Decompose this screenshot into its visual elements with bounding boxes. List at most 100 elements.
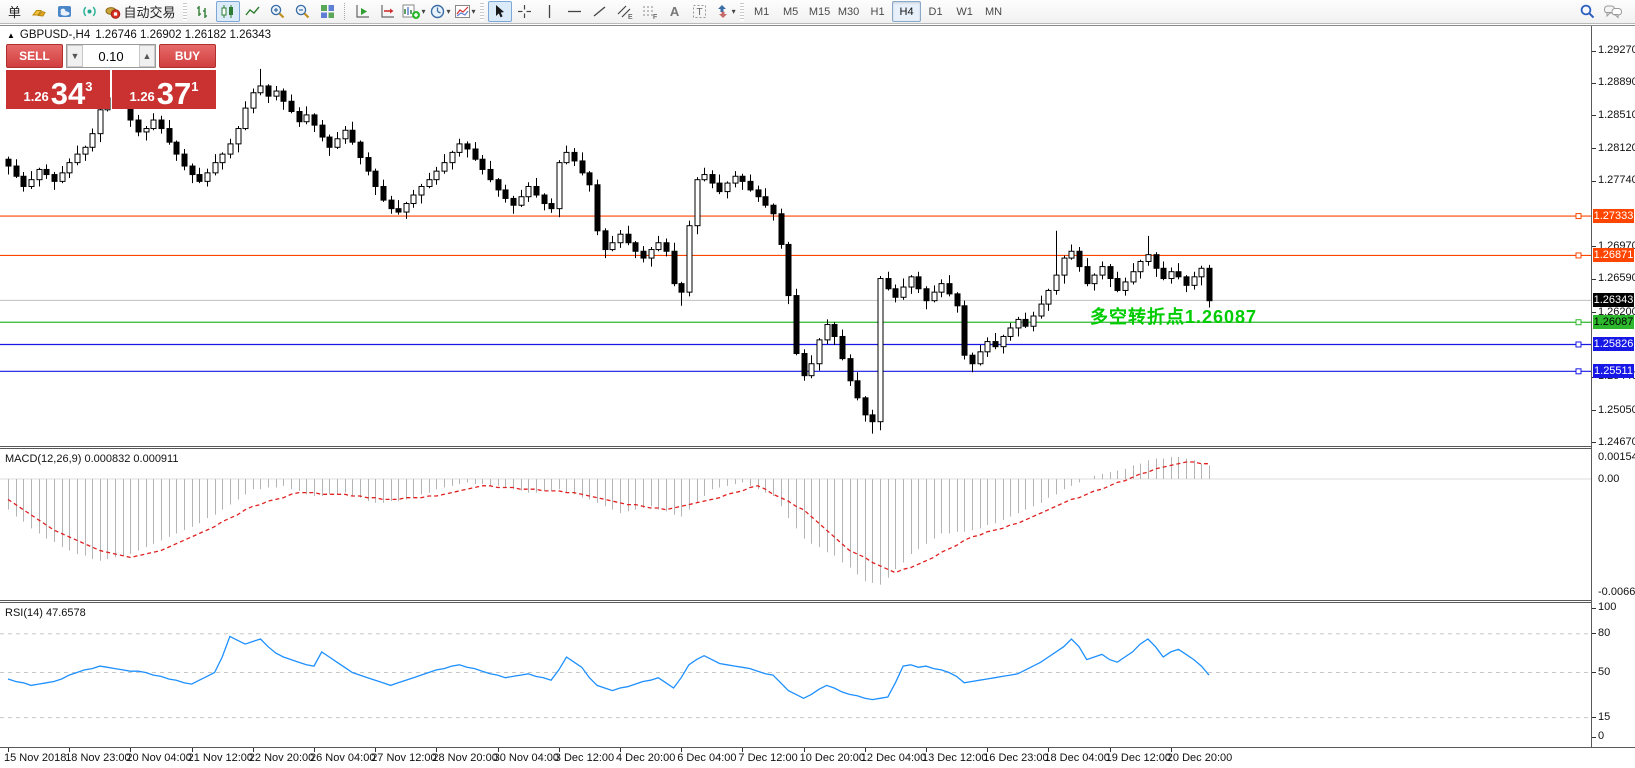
- candle: [640, 250, 647, 259]
- pane-splitter-2[interactable]: [0, 600, 1591, 601]
- candle: [158, 119, 165, 130]
- timeframe-mn[interactable]: MN: [985, 5, 1003, 18]
- new-order-button[interactable]: 单: [3, 1, 27, 22]
- candle: [954, 293, 961, 307]
- volume-input[interactable]: 0.10: [98, 48, 124, 64]
- templates-btn[interactable]: ▾: [453, 1, 477, 22]
- zoom-in-btn[interactable]: [266, 1, 290, 22]
- buy-price-big: 37: [156, 75, 192, 111]
- pane-splitter-1[interactable]: [0, 446, 1591, 447]
- hline-handle-1.25826[interactable]: [1575, 341, 1582, 348]
- hline-handle-1.27333[interactable]: [1575, 213, 1582, 220]
- candle: [204, 172, 211, 182]
- volume-increase-button[interactable]: ▲: [139, 45, 155, 67]
- chat-btn[interactable]: [1601, 1, 1625, 22]
- volume-decrease-button[interactable]: ▼: [67, 45, 83, 67]
- chart-shift-btn[interactable]: [376, 1, 400, 22]
- text-btn[interactable]: A: [663, 1, 687, 22]
- candle: [334, 138, 341, 148]
- timeframe-w1[interactable]: W1: [956, 5, 973, 18]
- hline-handle-1.26871[interactable]: [1575, 252, 1582, 259]
- pane-splitter-2b[interactable]: [0, 602, 1591, 603]
- timeframe-h4[interactable]: H4: [892, 1, 922, 22]
- candle: [189, 165, 196, 176]
- arrows-caret-icon: ▾: [731, 7, 736, 16]
- candle: [1168, 271, 1175, 280]
- new-chart-btn[interactable]: ▾: [401, 1, 427, 22]
- candle: [969, 354, 976, 365]
- tile-windows-icon: [319, 3, 336, 20]
- candle: [923, 288, 930, 302]
- timeframe-m1[interactable]: M1: [753, 5, 770, 18]
- rsi-tick-label: 0: [1598, 730, 1605, 742]
- time-axis[interactable]: 15 Nov 2018 18 Nov 23:00 20 Nov 04:00 21 No…: [0, 748, 1635, 768]
- candlestick-chart-btn[interactable]: [215, 1, 240, 22]
- time-tick-label: 27 Nov 12:00: [371, 752, 437, 764]
- rsi-pane[interactable]: [0, 603, 1591, 747]
- periods-btn[interactable]: ▾: [428, 1, 452, 22]
- candle: [342, 129, 349, 140]
- cursor-btn[interactable]: [487, 1, 512, 22]
- auto-scroll-btn[interactable]: [351, 1, 375, 22]
- autotrading-button[interactable]: 自动交易: [103, 1, 180, 22]
- zoom-out-btn[interactable]: [291, 1, 315, 22]
- tile-windows-btn[interactable]: [316, 1, 340, 22]
- candle: [250, 92, 257, 109]
- candle: [1114, 278, 1121, 291]
- hline-price-label: 1.25826: [1593, 337, 1634, 352]
- timeframe-d1[interactable]: D1: [928, 5, 943, 18]
- vertical-line-btn[interactable]: [538, 1, 562, 22]
- pane-splitter-1b[interactable]: [0, 448, 1591, 449]
- buy-button[interactable]: BUY: [159, 44, 216, 68]
- macd-pane[interactable]: [0, 449, 1591, 600]
- macd-svg[interactable]: [0, 449, 1591, 600]
- equidistant-channel-btn[interactable]: E: [613, 1, 637, 22]
- timeframe-m30[interactable]: M30: [837, 5, 860, 18]
- chart-symbol-period: GBPUSD-,H4: [19, 29, 91, 41]
- timeframe-h1[interactable]: H1: [870, 5, 885, 18]
- candle: [242, 107, 249, 130]
- text-label-btn[interactable]: T: [688, 1, 712, 22]
- buy-price-button[interactable]: 1.26 37 1: [112, 70, 216, 109]
- time-tick-label: 26 Nov 04:00: [310, 752, 376, 764]
- time-tick: [803, 748, 805, 752]
- sell-price-base: 1.26: [23, 89, 49, 104]
- zoom-out-icon: [294, 3, 311, 20]
- candle: [1160, 267, 1167, 280]
- arrows-btn[interactable]: ▾: [713, 1, 737, 22]
- trade-panel-collapse-icon[interactable]: ▲: [7, 30, 15, 40]
- price-axis[interactable]: 1.29270 1.28890 1.28510 1.28120 1.27740 1.269…: [1592, 0, 1635, 768]
- bar-chart-btn[interactable]: [191, 1, 215, 22]
- hline-handle-1.26087[interactable]: [1575, 319, 1582, 326]
- community-btn[interactable]: [53, 1, 77, 22]
- hline-handle-1.25511[interactable]: [1575, 368, 1582, 375]
- price-tick: [1592, 312, 1596, 314]
- crosshair-btn[interactable]: [513, 1, 537, 22]
- candle: [984, 341, 991, 353]
- trendline-btn[interactable]: [588, 1, 612, 22]
- fibonacci-btn[interactable]: F: [638, 1, 662, 22]
- candle: [586, 172, 593, 186]
- candle: [196, 174, 203, 182]
- volume-stepper[interactable]: ▼ 0.10 ▲: [66, 44, 156, 68]
- candle: [441, 162, 448, 172]
- sell-button[interactable]: SELL: [6, 44, 63, 68]
- time-tick-label: 21 Nov 12:00: [187, 752, 254, 764]
- time-tick-label: 18 Nov 23:00: [65, 752, 131, 764]
- candle: [288, 100, 295, 113]
- price-chart-svg[interactable]: [0, 26, 1591, 446]
- line-chart-btn[interactable]: [241, 1, 265, 22]
- timeframe-m5[interactable]: M5: [782, 5, 799, 18]
- time-tick-label: 4 Dec 20:00: [616, 752, 676, 764]
- gold-bars-ic[interactable]: [28, 1, 52, 22]
- sell-price-button[interactable]: 1.26 34 3: [6, 70, 110, 109]
- time-tick: [926, 748, 927, 752]
- rsi-svg[interactable]: [0, 603, 1591, 747]
- timeframe-m15[interactable]: M15: [808, 5, 831, 18]
- horizontal-line-btn[interactable]: [563, 1, 587, 22]
- price-chart-pane[interactable]: [0, 26, 1591, 446]
- candle: [686, 225, 693, 293]
- candle: [648, 249, 655, 259]
- search-btn[interactable]: [1576, 1, 1600, 22]
- signals-btn[interactable]: [78, 1, 102, 22]
